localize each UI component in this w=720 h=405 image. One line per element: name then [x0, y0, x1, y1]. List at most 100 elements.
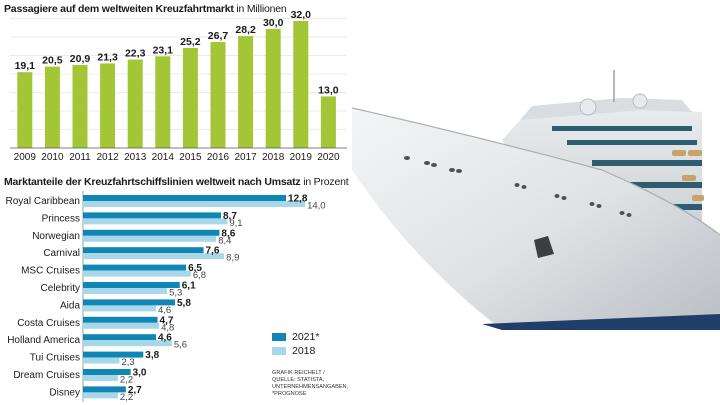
- value-label-2021: 3,0: [133, 368, 147, 379]
- category-label: Princess: [42, 213, 80, 224]
- bar-2021-MSC Cruises: [83, 264, 187, 271]
- value-label-2018: 4,6: [158, 305, 171, 316]
- credit-line: GRAFIK REICHELT /: [272, 370, 325, 376]
- x-tick-label: 2016: [207, 152, 230, 163]
- bar-2013: [127, 59, 143, 148]
- charts-canvas: 19,1 2009 20,5 2010 20,9 2011 21,3 2012 22,3 2013…: [6, 9, 347, 403]
- credit-line: UNTERNEHMENSANGABEN,: [272, 384, 349, 390]
- x-tick-label: 2018: [262, 152, 285, 163]
- value-label-2021: 2,7: [128, 385, 142, 396]
- bar-2015: [182, 47, 198, 148]
- x-tick-label: 2011: [69, 152, 91, 163]
- x-tick-label: 2012: [96, 152, 119, 163]
- category-label: Holland America: [7, 335, 80, 346]
- bar-value-label: 20,9: [70, 53, 91, 65]
- hull-waterline-stripe: [482, 314, 720, 330]
- bar-value-label: 13,0: [318, 84, 339, 96]
- legend-item-2021: 2021*: [272, 331, 319, 343]
- category-label: Dream Cruises: [13, 370, 80, 381]
- chart2-subtitle: in Prozent: [303, 176, 349, 188]
- bar-2011: [72, 65, 88, 148]
- bar-2018-Costa Cruises: [83, 322, 160, 329]
- legend-label-2018: 2018: [292, 345, 316, 357]
- bar-2021-Tui Cruises: [83, 351, 144, 358]
- category-label: Costa Cruises: [17, 318, 80, 329]
- value-label-2021: 12,8: [288, 194, 308, 205]
- value-label-2021: 5,8: [177, 298, 191, 309]
- bar-2021-Holland America: [83, 334, 156, 341]
- bar-2019: [293, 20, 309, 148]
- value-label-2018: 4,8: [161, 322, 174, 333]
- bar-2021-Dream Cruises: [83, 369, 131, 375]
- chart2-title: Marktanteile der Kreuzfahrtschiffslinien…: [4, 176, 349, 188]
- credit-line: QUELLE: STATISTA,: [272, 377, 325, 383]
- x-tick-label: 2015: [179, 152, 202, 163]
- category-label: MSC Cruises: [21, 266, 80, 277]
- bar-2021-Disney: [83, 386, 126, 393]
- bar-2018-Celebrity: [83, 288, 168, 294]
- legend-swatch-2021: [272, 333, 286, 341]
- bar-value-label: 23,1: [153, 44, 174, 56]
- bar-2020: [320, 96, 336, 148]
- bar-2018-Dream Cruises: [83, 375, 118, 381]
- value-label-2018: 5,3: [169, 288, 182, 299]
- bar-2021-Princess: [83, 212, 221, 219]
- legend-swatch-2018: [272, 347, 286, 355]
- bar-2018: [265, 28, 281, 148]
- bar-2018-Tui Cruises: [83, 357, 120, 364]
- category-label: Norwegian: [32, 231, 80, 242]
- value-label-2021: 8,7: [223, 211, 237, 222]
- bar-2018-MSC Cruises: [83, 270, 191, 277]
- credit-line: *PROGNOSE: [272, 391, 307, 397]
- bar-2018-Carnival: [83, 253, 225, 260]
- bar-value-label: 28,2: [235, 24, 256, 36]
- x-tick-label: 2014: [152, 152, 175, 163]
- value-label-2021: 4,7: [160, 315, 174, 326]
- bar-2014: [155, 56, 171, 148]
- bar-2010: [44, 66, 60, 148]
- x-tick-label: 2010: [41, 152, 64, 163]
- source-credit: GRAFIK REICHELT / QUELLE: STATISTA, UNTE…: [272, 370, 372, 398]
- value-label-2021: 6,5: [188, 263, 202, 274]
- value-label-2021: 3,8: [145, 350, 159, 361]
- value-label-2018: 8,9: [226, 253, 239, 264]
- bar-value-label: 22,3: [125, 47, 146, 59]
- bar-2017: [238, 36, 254, 149]
- x-tick-label: 2009: [14, 152, 37, 163]
- bar-2016: [210, 42, 226, 148]
- bar-value-label: 25,2: [180, 36, 201, 48]
- category-label: Tui Cruises: [30, 353, 80, 364]
- bar-value-label: 19,1: [15, 60, 36, 72]
- bar-2021-Carnival: [83, 247, 204, 254]
- cruise-ship-photo: [352, 0, 720, 405]
- value-label-2018: 6,8: [193, 270, 206, 281]
- anchor-pocket: [534, 236, 554, 258]
- value-label-2018: 2,2: [120, 392, 133, 403]
- ship-upper-deck: [520, 98, 692, 120]
- value-label-2018: 14,0: [307, 201, 326, 212]
- bar-2018-Holland America: [83, 340, 172, 347]
- lifeboat-row: [672, 150, 704, 201]
- value-label-2021: 7,6: [206, 246, 220, 257]
- value-label-2021: 4,6: [158, 333, 172, 344]
- legend-item-2018: 2018: [272, 345, 315, 357]
- bar-value-label: 26,7: [208, 30, 229, 42]
- value-label-2018: 5,6: [174, 340, 187, 351]
- x-tick-label: 2020: [317, 152, 340, 163]
- bar-2021-Norwegian: [83, 229, 220, 236]
- bar-2012: [100, 63, 116, 148]
- category-label: Aida: [60, 300, 80, 311]
- value-label-2021: 8,6: [221, 228, 235, 239]
- bar-2021-Aida: [83, 299, 175, 306]
- ship-hull: [352, 108, 720, 330]
- x-tick-label: 2019: [290, 152, 313, 163]
- value-label-2021: 6,1: [182, 281, 196, 292]
- bar-2009: [17, 72, 33, 148]
- bar-2021-Celebrity: [83, 282, 180, 288]
- x-tick-label: 2017: [234, 152, 257, 163]
- bar-2018-Aida: [83, 305, 156, 312]
- value-label-2018: 2,3: [121, 357, 134, 368]
- radar-dome-left: [579, 98, 597, 116]
- bar-value-label: 21,3: [97, 51, 118, 63]
- chart1-title-text: Passagiere auf dem weltweiten Kreuzfahrt…: [4, 3, 234, 15]
